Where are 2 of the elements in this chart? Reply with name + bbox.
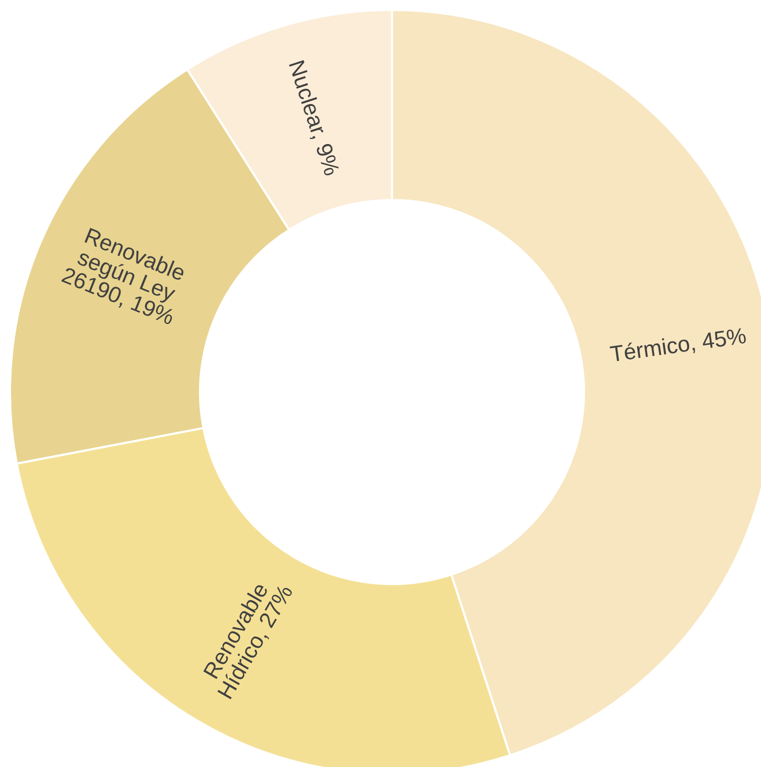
slice-label: Nuclear, 9%: [286, 60, 341, 178]
slice-label: Térmico, 45%: [610, 326, 747, 365]
